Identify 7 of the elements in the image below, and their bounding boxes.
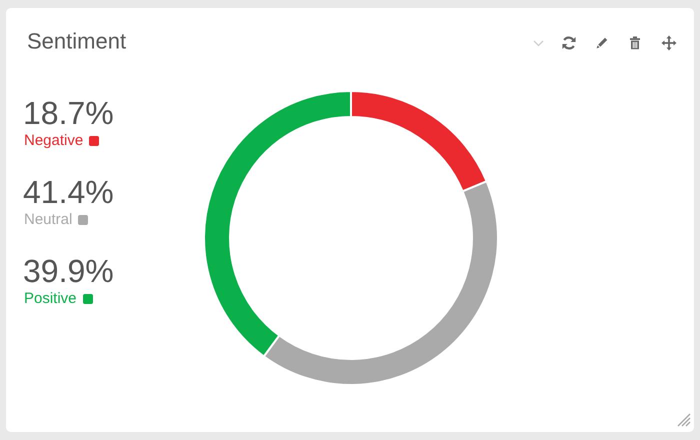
chart-title: Sentiment: [27, 28, 126, 54]
legend-label: Negative: [24, 132, 84, 150]
legend-label: Positive: [24, 290, 77, 308]
data-label: 39.9%: [23, 253, 114, 289]
data-label: 18.7%: [23, 95, 114, 131]
data-label: 41.4%: [23, 174, 114, 210]
legend-label: Neutral: [24, 211, 72, 229]
